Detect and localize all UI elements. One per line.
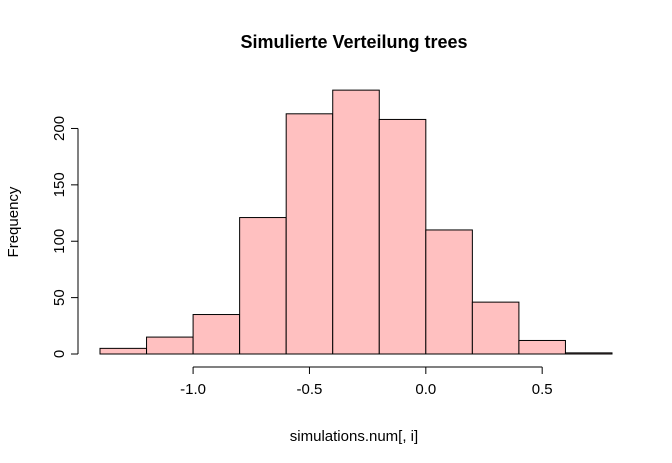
y-axis: 0 50 100 150 200	[51, 116, 79, 358]
x-tick-label: 0.0	[415, 381, 436, 398]
histogram-bar	[146, 336, 194, 355]
histogram-bar	[192, 314, 241, 355]
histogram-bar	[99, 347, 148, 355]
histogram-bar	[285, 113, 334, 355]
histogram-bar	[518, 339, 566, 355]
x-tick-label: 0.5	[532, 381, 553, 398]
y-tick-label: 0	[51, 350, 68, 358]
x-tick-label: -1.0	[180, 381, 206, 398]
histogram-bar	[239, 217, 287, 355]
histogram-bar	[378, 118, 427, 355]
histogram-bar	[471, 301, 520, 355]
y-axis-label: Frequency	[5, 186, 22, 257]
y-tick-label: 50	[51, 289, 68, 306]
x-tick-label: -0.5	[297, 381, 323, 398]
y-tick-label: 150	[51, 172, 68, 197]
x-axis: -1.0 -0.5 0.0 0.5	[180, 366, 553, 398]
histogram-bar	[564, 352, 613, 355]
bars-group	[99, 89, 613, 355]
histogram-bar	[332, 89, 380, 355]
chart-title: Simulierte Verteilung trees	[240, 32, 467, 52]
histogram-bar	[425, 229, 473, 355]
y-tick-label: 200	[51, 116, 68, 141]
y-tick-label: 100	[51, 229, 68, 254]
x-axis-label: simulations.num[, i]	[290, 428, 418, 445]
